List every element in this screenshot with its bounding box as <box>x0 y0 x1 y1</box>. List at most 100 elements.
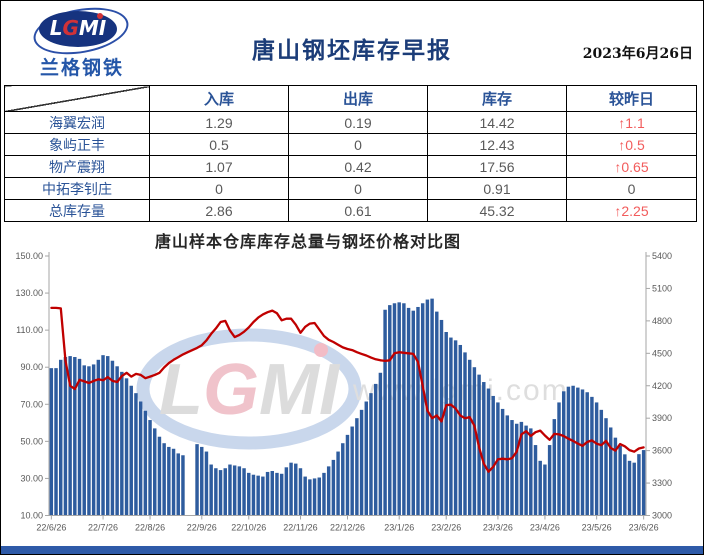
inventory-bar <box>223 468 227 516</box>
inventory-bar <box>538 460 542 516</box>
cell-in: 2.86 <box>149 199 289 222</box>
row-label: 象屿正丰 <box>4 133 150 156</box>
inventory-bar <box>312 478 317 516</box>
inventory-bar <box>557 402 561 516</box>
inventory-bar <box>604 418 608 516</box>
inventory-bar <box>284 467 289 516</box>
inventory-bar <box>345 434 350 516</box>
inventory-bar <box>444 332 448 516</box>
x-tick-label: 22/7/26 <box>88 523 118 533</box>
cell-change: 0 <box>566 177 697 200</box>
table-row: 总库存量 2.86 0.61 45.32 ↑2.25 <box>4 199 697 222</box>
inventory-bar <box>73 357 77 516</box>
table-header-row: 入库 出库 库存 较昨日 <box>4 85 697 112</box>
inventory-bar <box>214 468 218 516</box>
watermark-logo-text: LGMI <box>159 350 341 430</box>
logo-red-dot-icon <box>97 13 103 19</box>
inventory-bar <box>449 337 453 516</box>
inventory-bar <box>623 454 627 516</box>
price-line <box>50 306 645 473</box>
inventory-bar <box>533 445 538 516</box>
inventory-bar <box>237 466 242 516</box>
inventory-bar <box>514 423 519 516</box>
x-tick-label: 22/9/26 <box>187 523 217 533</box>
inventory-bar <box>566 386 571 516</box>
x-tick-label: 22/8/26 <box>135 523 165 533</box>
report-header: LGMI 兰格钢铁 唐山钢坯库存早报 2023年6月26日 <box>1 1 703 85</box>
inventory-bar <box>153 428 157 516</box>
x-tick-label: 22/12/26 <box>330 523 365 533</box>
inventory-bar <box>68 356 72 516</box>
inventory-bar <box>251 474 256 516</box>
inventory-bar <box>392 303 397 516</box>
inventory-bar <box>355 418 359 516</box>
inventory-bar <box>298 468 303 516</box>
inventory-bar <box>167 446 171 516</box>
cell-change: ↑2.25 <box>566 199 697 222</box>
inventory-bar <box>590 396 594 516</box>
cell-stock: 17.56 <box>427 155 567 178</box>
inventory-bar <box>303 476 307 516</box>
inventory-bar <box>265 471 270 516</box>
svg-text:3900: 3900 <box>652 413 672 423</box>
inventory-bar <box>326 466 331 516</box>
table-row: 物产震翔 1.07 0.42 17.56 ↑0.65 <box>4 155 697 178</box>
cell-stock: 0.91 <box>427 177 567 200</box>
inventory-bar <box>594 402 599 516</box>
x-tick-label: 23/5/26 <box>582 523 612 533</box>
inventory-bar <box>279 473 284 516</box>
inventory-bar <box>524 425 528 516</box>
inventory-bar <box>162 443 166 516</box>
inventory-bar <box>242 468 246 516</box>
inventory-bar <box>232 465 237 516</box>
inventory-bar <box>157 436 162 516</box>
inventory-bar <box>331 459 336 516</box>
inventory-bar <box>435 311 439 516</box>
inventory-bar <box>308 479 312 516</box>
svg-text:130.00: 130.00 <box>15 288 43 298</box>
cell-change: ↑0.65 <box>566 155 697 178</box>
inventory-bar <box>561 391 566 516</box>
x-tick-label: 22/11/26 <box>283 523 317 533</box>
row-label: 海翼宏润 <box>4 111 150 134</box>
page-title: 唐山钢坯库存早报 <box>252 37 452 64</box>
chart-title: 唐山样本仓库库存总量与钢坯价格对比图 <box>154 234 461 251</box>
inventory-bar <box>148 420 152 516</box>
inventory-bar <box>129 385 133 516</box>
inventory-bar <box>218 470 223 516</box>
inventory-bar <box>228 464 232 516</box>
inventory-bar <box>529 428 533 516</box>
inventory-bar <box>204 451 209 516</box>
svg-text:5100: 5100 <box>652 283 672 293</box>
inventory-bar <box>463 352 467 516</box>
cell-out: 0.61 <box>288 199 428 222</box>
inventory-bar <box>261 476 265 516</box>
inventory-bar <box>115 366 119 516</box>
inventory-bar <box>171 448 176 516</box>
inventory-bar <box>87 366 91 516</box>
x-tick-label: 23/1/26 <box>384 523 414 533</box>
cell-out: 0 <box>288 177 428 200</box>
inventory-bar <box>453 340 458 516</box>
inventory-bar <box>322 472 326 516</box>
cell-in: 0.5 <box>149 133 289 156</box>
inventory-bar <box>571 385 575 516</box>
inventory-bar <box>176 453 180 516</box>
inventory-bar <box>505 415 510 516</box>
inventory-bar <box>397 302 401 516</box>
inventory-bar <box>63 357 68 516</box>
svg-text:70.00: 70.00 <box>20 399 43 409</box>
inventory-bar <box>406 307 411 516</box>
inventory-bar <box>383 309 387 516</box>
inventory-bar <box>416 306 420 516</box>
inventory-table: 入库 出库 库存 较昨日 海翼宏润 1.29 0.19 14.42 ↑1.1 象屿正丰 0.… <box>4 85 697 222</box>
inventory-bar <box>482 382 486 516</box>
inventory-bar <box>124 378 129 516</box>
inventory-bar <box>458 344 463 516</box>
cell-in: 1.07 <box>149 155 289 178</box>
logo-ellipse: LGMI <box>39 11 117 47</box>
inventory-bar <box>613 437 618 516</box>
table-row: 中拓李钊庄 0 0 0.91 0 <box>4 177 697 200</box>
svg-text:4200: 4200 <box>652 381 672 391</box>
